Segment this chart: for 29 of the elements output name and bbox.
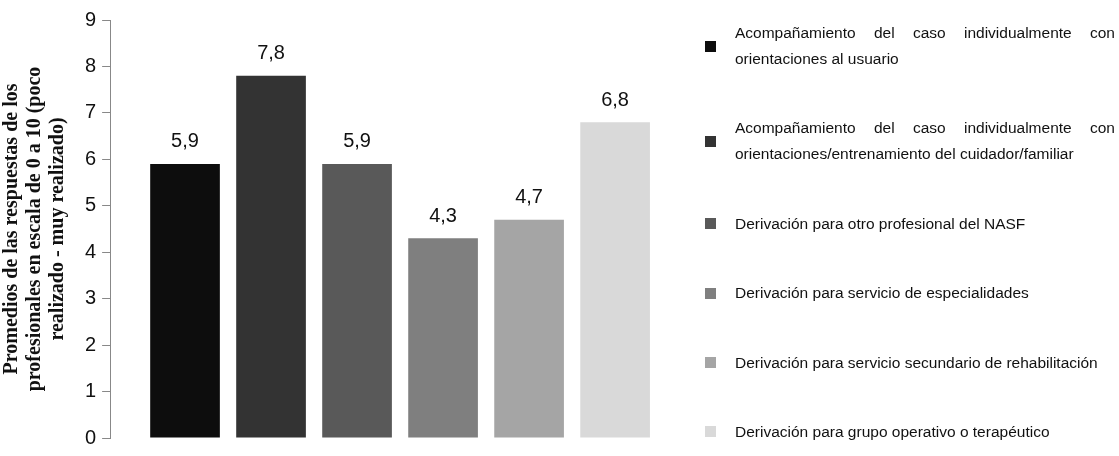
y-tick-label: 1 — [85, 379, 97, 402]
bar — [322, 163, 392, 438]
data-label: 4,3 — [429, 203, 457, 226]
y-tick-label: 6 — [85, 146, 97, 169]
legend-label: Acompañamiento del caso individualmente con orientaciones/entrenamiento del cuidador/familiar — [735, 118, 1115, 165]
data-label: 5,9 — [171, 129, 199, 152]
legend-label: Acompañamiento del caso individualmente con orientaciones al usuario — [735, 23, 1115, 69]
data-label: 4,7 — [515, 185, 543, 208]
y-tick-label: 7 — [85, 100, 97, 123]
y-tick-label: 9 — [85, 7, 97, 30]
y-tick-label: 0 — [85, 425, 97, 448]
y-tick-label: 2 — [85, 332, 97, 355]
bar — [408, 238, 478, 438]
legend-label: Derivación para grupo operativo o terapéutico — [735, 421, 1051, 442]
legend-label: Derivación para servicio secundario de rehabilitación — [735, 352, 1099, 373]
bar — [236, 75, 306, 438]
y-tick-label: 3 — [85, 286, 97, 309]
legend-label: Derivación para otro profesional del NASF — [735, 213, 1027, 234]
y-tick-label: 8 — [85, 53, 97, 76]
data-label: 7,8 — [257, 41, 285, 64]
y-tick-label: 5 — [85, 193, 97, 216]
legend-label: Derivación para servicio de especialidades — [735, 283, 1030, 304]
y-axis-title: Promedios de las respuestas de los profesionales en escala de 0 a 10 (poco realizado - muy realizado) — [0, 66, 68, 392]
data-label: 6,8 — [601, 87, 630, 110]
data-label: 5,9 — [343, 129, 371, 152]
bar — [494, 219, 564, 438]
bar — [580, 122, 650, 438]
bar — [150, 163, 220, 438]
y-tick-label: 4 — [85, 239, 97, 262]
